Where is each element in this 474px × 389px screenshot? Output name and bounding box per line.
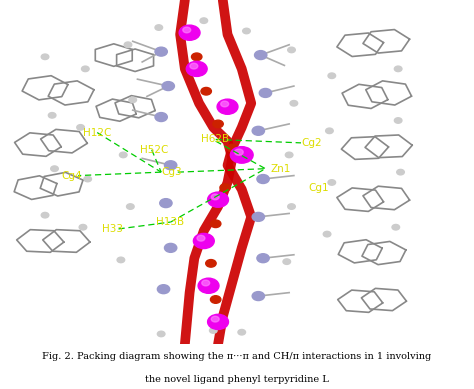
Circle shape — [220, 184, 230, 191]
Circle shape — [252, 126, 264, 135]
Circle shape — [243, 28, 250, 34]
Text: Cg2: Cg2 — [301, 138, 322, 148]
Circle shape — [124, 42, 132, 47]
Circle shape — [48, 112, 56, 118]
Text: Cg4: Cg4 — [62, 170, 82, 180]
Circle shape — [41, 54, 49, 60]
Circle shape — [155, 47, 167, 56]
Circle shape — [186, 61, 207, 76]
Circle shape — [288, 47, 295, 53]
Circle shape — [127, 204, 134, 209]
Circle shape — [328, 180, 336, 185]
Text: Fig. 2. Packing diagram showing the π···π and CH/π interactions in 1 involving: Fig. 2. Packing diagram showing the π···… — [42, 352, 432, 361]
Circle shape — [217, 99, 238, 114]
Circle shape — [84, 176, 91, 182]
Circle shape — [77, 124, 84, 130]
Circle shape — [230, 147, 253, 163]
Circle shape — [190, 63, 198, 69]
Circle shape — [193, 233, 214, 249]
Circle shape — [198, 278, 219, 293]
Circle shape — [323, 231, 331, 237]
Circle shape — [129, 97, 137, 103]
Text: Cg3: Cg3 — [161, 167, 182, 177]
Circle shape — [238, 329, 246, 335]
Circle shape — [211, 316, 219, 322]
Circle shape — [201, 88, 211, 95]
Circle shape — [119, 152, 127, 158]
Circle shape — [257, 254, 269, 263]
Circle shape — [210, 296, 221, 303]
Circle shape — [288, 204, 295, 209]
Circle shape — [285, 152, 293, 158]
Circle shape — [252, 292, 264, 301]
Text: the novel ligand phenyl terpyridine L: the novel ligand phenyl terpyridine L — [145, 375, 329, 384]
Circle shape — [155, 25, 163, 30]
Circle shape — [155, 112, 167, 121]
Circle shape — [392, 224, 400, 230]
Circle shape — [255, 51, 267, 60]
Circle shape — [197, 235, 205, 241]
Circle shape — [213, 120, 223, 128]
Circle shape — [208, 192, 228, 207]
Circle shape — [210, 328, 217, 333]
Text: H12C: H12C — [83, 128, 111, 138]
Text: H52C: H52C — [140, 145, 168, 155]
Text: H13B: H13B — [156, 217, 184, 227]
Text: H62B: H62B — [201, 135, 229, 144]
Circle shape — [208, 314, 228, 329]
Text: Zn1: Zn1 — [270, 164, 291, 174]
Circle shape — [191, 53, 202, 61]
Circle shape — [211, 194, 219, 200]
Circle shape — [41, 212, 49, 218]
Circle shape — [160, 199, 172, 208]
Circle shape — [290, 100, 298, 106]
Circle shape — [82, 66, 89, 72]
Circle shape — [164, 244, 177, 252]
Circle shape — [162, 82, 174, 91]
Circle shape — [206, 259, 216, 267]
Circle shape — [394, 118, 402, 123]
Circle shape — [235, 149, 243, 155]
Circle shape — [257, 175, 269, 184]
Circle shape — [283, 259, 291, 265]
Circle shape — [202, 280, 210, 286]
Circle shape — [328, 73, 336, 79]
Circle shape — [200, 18, 208, 23]
Circle shape — [221, 101, 228, 107]
Circle shape — [252, 212, 264, 221]
Circle shape — [259, 88, 272, 97]
Circle shape — [157, 285, 170, 294]
Text: Cg1: Cg1 — [308, 182, 329, 193]
Circle shape — [164, 161, 177, 170]
Circle shape — [183, 27, 191, 33]
Circle shape — [210, 220, 221, 228]
Circle shape — [394, 66, 402, 72]
Circle shape — [326, 128, 333, 133]
Circle shape — [51, 166, 58, 172]
Circle shape — [79, 224, 87, 230]
Circle shape — [117, 257, 125, 263]
Circle shape — [227, 144, 237, 152]
Text: H33: H33 — [102, 224, 123, 234]
Circle shape — [397, 169, 404, 175]
Circle shape — [179, 25, 200, 40]
Circle shape — [157, 331, 165, 337]
